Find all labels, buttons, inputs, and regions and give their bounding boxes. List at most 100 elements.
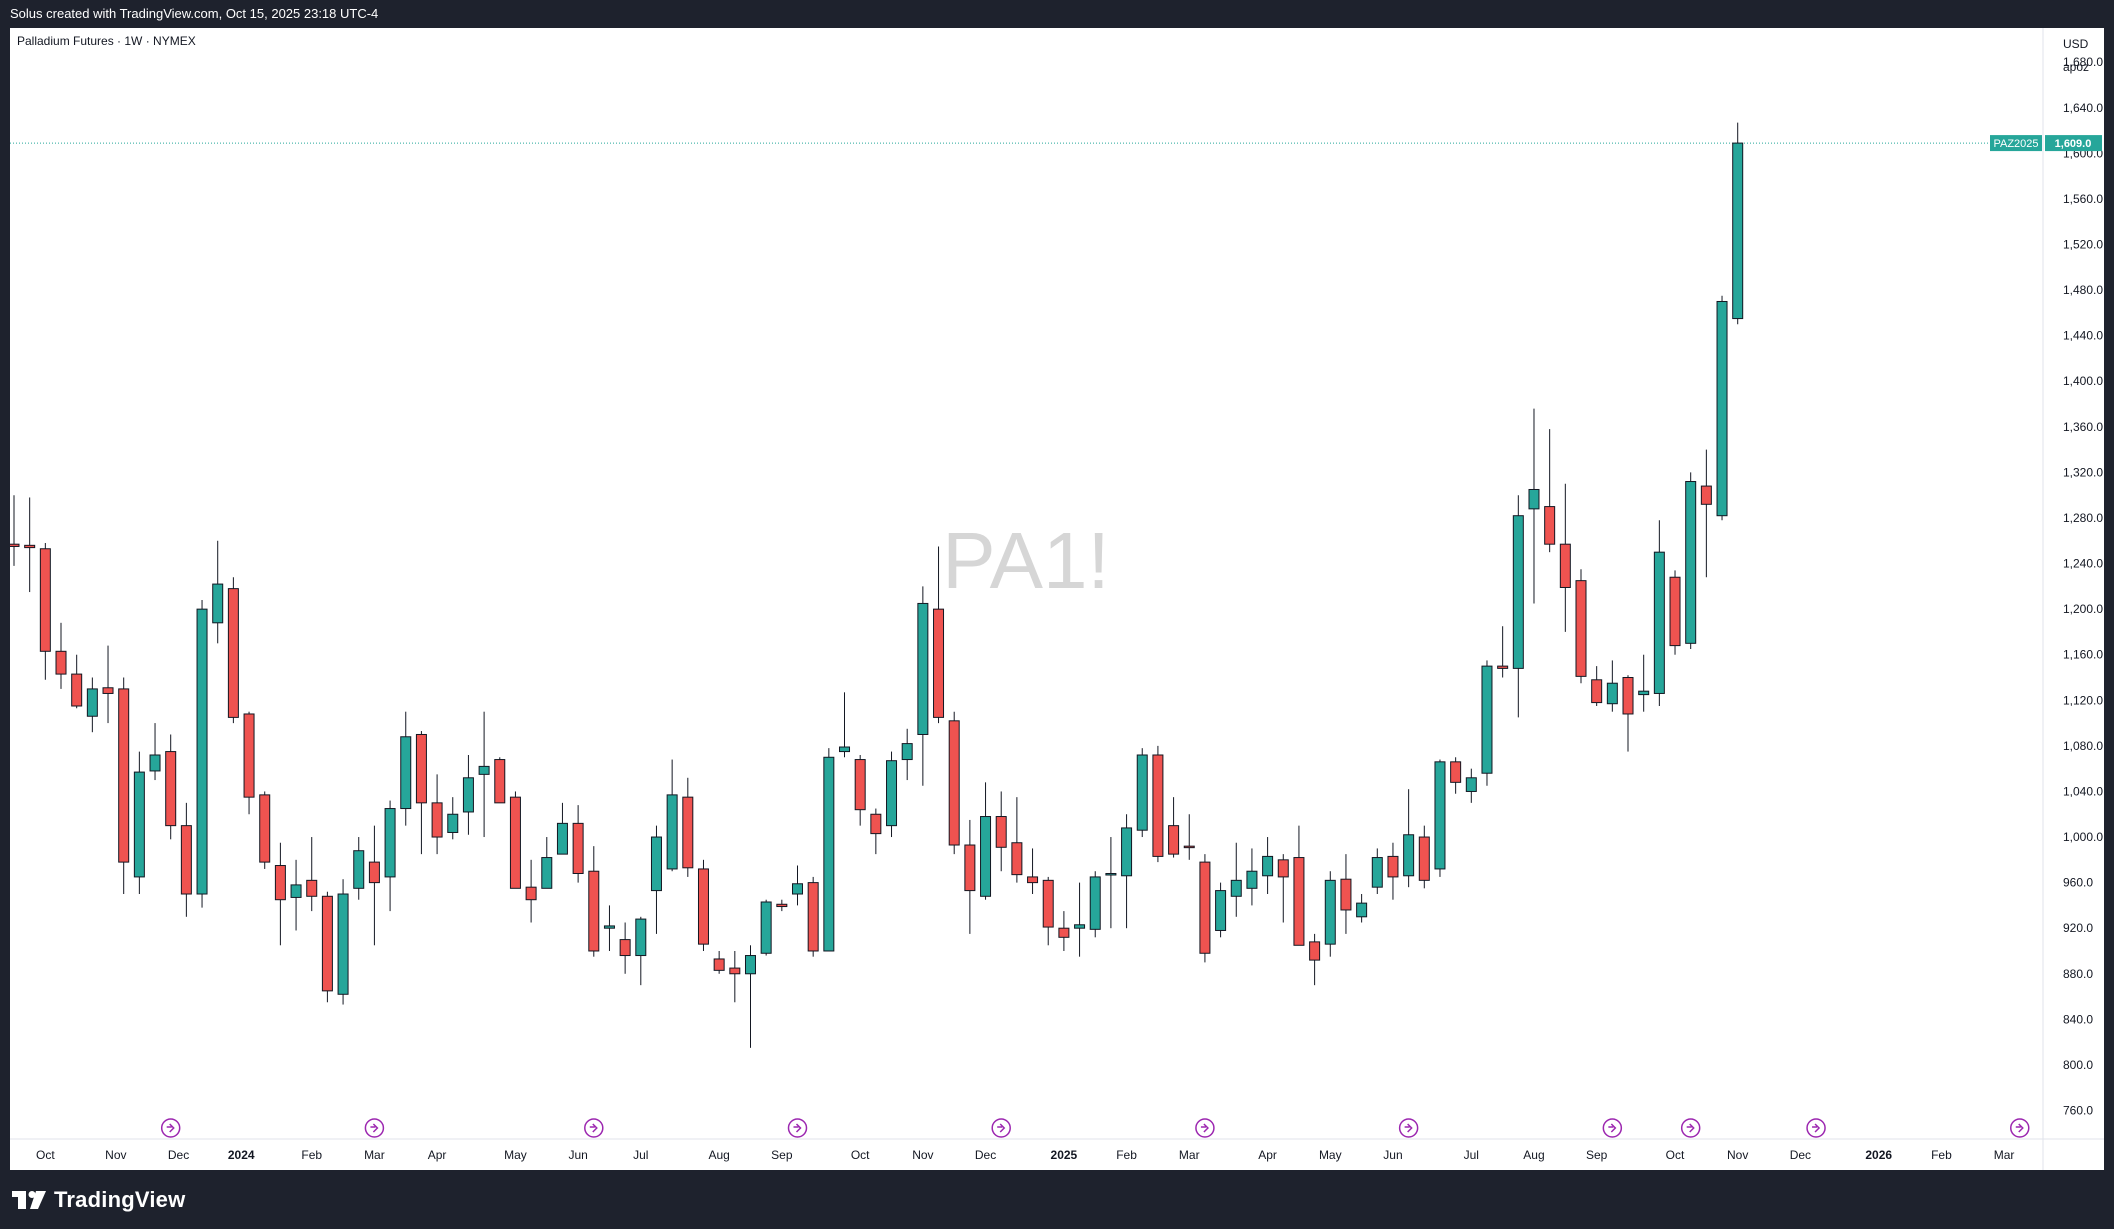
candle-body <box>1136 754 1148 831</box>
candle-body <box>86 688 98 717</box>
candle-body <box>1591 679 1603 704</box>
candle-body <box>886 760 898 827</box>
watermark-symbol: PA1! <box>942 516 1110 605</box>
x-tick-label: Jun <box>568 1148 587 1162</box>
y-tick-label: 1,080.0 <box>2063 739 2103 753</box>
event-marker-arrow-icon <box>370 1123 379 1133</box>
x-tick-label: Aug <box>1523 1148 1544 1162</box>
x-tick-label: Oct <box>1666 1148 1685 1162</box>
event-marker-arrow-icon <box>589 1123 598 1133</box>
x-tick-label: 2025 <box>1051 1148 1078 1162</box>
x-tick-label: Sep <box>1586 1148 1608 1162</box>
event-marker-arrow-icon <box>1200 1123 1209 1133</box>
y-tick-label: 1,440.0 <box>2063 329 2103 343</box>
x-tick-label: Nov <box>1727 1148 1748 1162</box>
x-tick-label: Mar <box>1994 1148 2015 1162</box>
candle-body <box>368 861 380 884</box>
x-tick-label: Oct <box>851 1148 870 1162</box>
x-tick-label: Dec <box>975 1148 996 1162</box>
x-tick-label: Dec <box>1790 1148 1811 1162</box>
x-tick-label: Sep <box>771 1148 793 1162</box>
candle-body <box>10 543 20 547</box>
x-tick-label: May <box>1319 1148 1342 1162</box>
candle-body <box>635 918 647 957</box>
candle-body <box>776 903 788 908</box>
candle-body <box>650 836 662 892</box>
candle-body <box>1074 924 1086 929</box>
x-tick-label: Feb <box>1931 1148 1952 1162</box>
candle-body <box>839 746 851 753</box>
chart-area[interactable]: PA1! Palladium Futures · 1W · NYMEX USD apo… <box>10 28 2104 1170</box>
tradingview-logo-text: TradingView <box>54 1187 186 1212</box>
candle-body <box>1262 855 1274 877</box>
candle-body <box>384 808 396 878</box>
footer-bar: TradingView <box>0 1170 2114 1229</box>
x-tick-label: Mar <box>364 1148 385 1162</box>
candle-body <box>478 765 490 775</box>
candle-body <box>1497 665 1509 669</box>
candle-body <box>697 868 709 945</box>
unit-label: apoz <box>2063 60 2089 74</box>
candle-body <box>274 865 286 901</box>
candle-body <box>259 794 271 863</box>
y-tick-label: 880.0 <box>2063 967 2093 981</box>
event-marker-arrow-icon <box>997 1123 1006 1133</box>
x-tick-label: 2026 <box>1865 1148 1892 1162</box>
y-tick-label: 1,560.0 <box>2063 192 2103 206</box>
candle-body <box>1152 754 1164 857</box>
x-tick-label: Nov <box>912 1148 933 1162</box>
candle-body <box>415 733 427 804</box>
x-tick-label: May <box>504 1148 527 1162</box>
candle-body <box>71 673 83 707</box>
candle-body <box>823 756 835 952</box>
candle-body <box>1183 845 1195 849</box>
y-tick-label: 1,240.0 <box>2063 557 2103 571</box>
event-marker-icon <box>991 1118 1011 1138</box>
event-marker-icon <box>1806 1118 1826 1138</box>
candle-body <box>792 883 803 895</box>
x-tick-label: Dec <box>168 1148 189 1162</box>
candle-body <box>1653 551 1665 694</box>
y-tick-label: 1,680.0 <box>2063 55 2103 69</box>
candle-body <box>603 925 615 929</box>
candle-body <box>321 895 333 992</box>
candle-body <box>1575 580 1587 677</box>
event-marker-arrow-icon <box>1404 1123 1413 1133</box>
candle-body <box>1716 300 1728 517</box>
y-tick-label: 1,000.0 <box>2063 830 2103 844</box>
candle-body <box>980 816 992 897</box>
candle-body <box>180 825 192 895</box>
candle-body <box>572 822 584 874</box>
y-tick-label: 1,200.0 <box>2063 602 2103 616</box>
event-marker-icon <box>1398 1118 1419 1138</box>
candle-body <box>102 687 114 694</box>
candle-body <box>1089 876 1101 930</box>
candle-body <box>588 870 600 952</box>
candle-body <box>1324 879 1336 945</box>
y-tick-label: 800.0 <box>2063 1058 2093 1072</box>
tradingview-logo[interactable]: TradingView <box>12 1186 185 1214</box>
y-tick-label: 1,280.0 <box>2063 511 2103 525</box>
candle-body <box>760 901 772 954</box>
candle-body <box>149 754 161 772</box>
candle-body <box>133 771 145 878</box>
candle-body <box>1512 515 1524 669</box>
candle-body <box>1293 857 1305 946</box>
event-marker-arrow-icon <box>166 1123 175 1133</box>
candle-body <box>494 759 506 804</box>
header-created-text: Solus created with TradingView.com, Oct … <box>0 0 2114 28</box>
x-tick-label: Jul <box>1464 1148 1479 1162</box>
candle-body <box>1246 870 1258 889</box>
chart-title: Palladium Futures · 1W · NYMEX <box>17 34 196 48</box>
candle-body <box>118 688 130 863</box>
x-tick-label: Feb <box>1116 1148 1137 1162</box>
last-price-tag-text: 1,609.0 <box>2055 138 2092 150</box>
price-chart[interactable]: PA1! Palladium Futures · 1W · NYMEX USD apo… <box>10 28 2104 1170</box>
candle-body <box>1340 878 1352 911</box>
y-tick-label: 760.0 <box>2063 1104 2093 1118</box>
currency-label: USD <box>2063 37 2089 51</box>
symbol-tag <box>1990 135 2042 152</box>
candle-body <box>744 955 756 975</box>
event-marker-arrow-icon <box>1686 1123 1695 1133</box>
candle-body <box>1559 543 1571 588</box>
